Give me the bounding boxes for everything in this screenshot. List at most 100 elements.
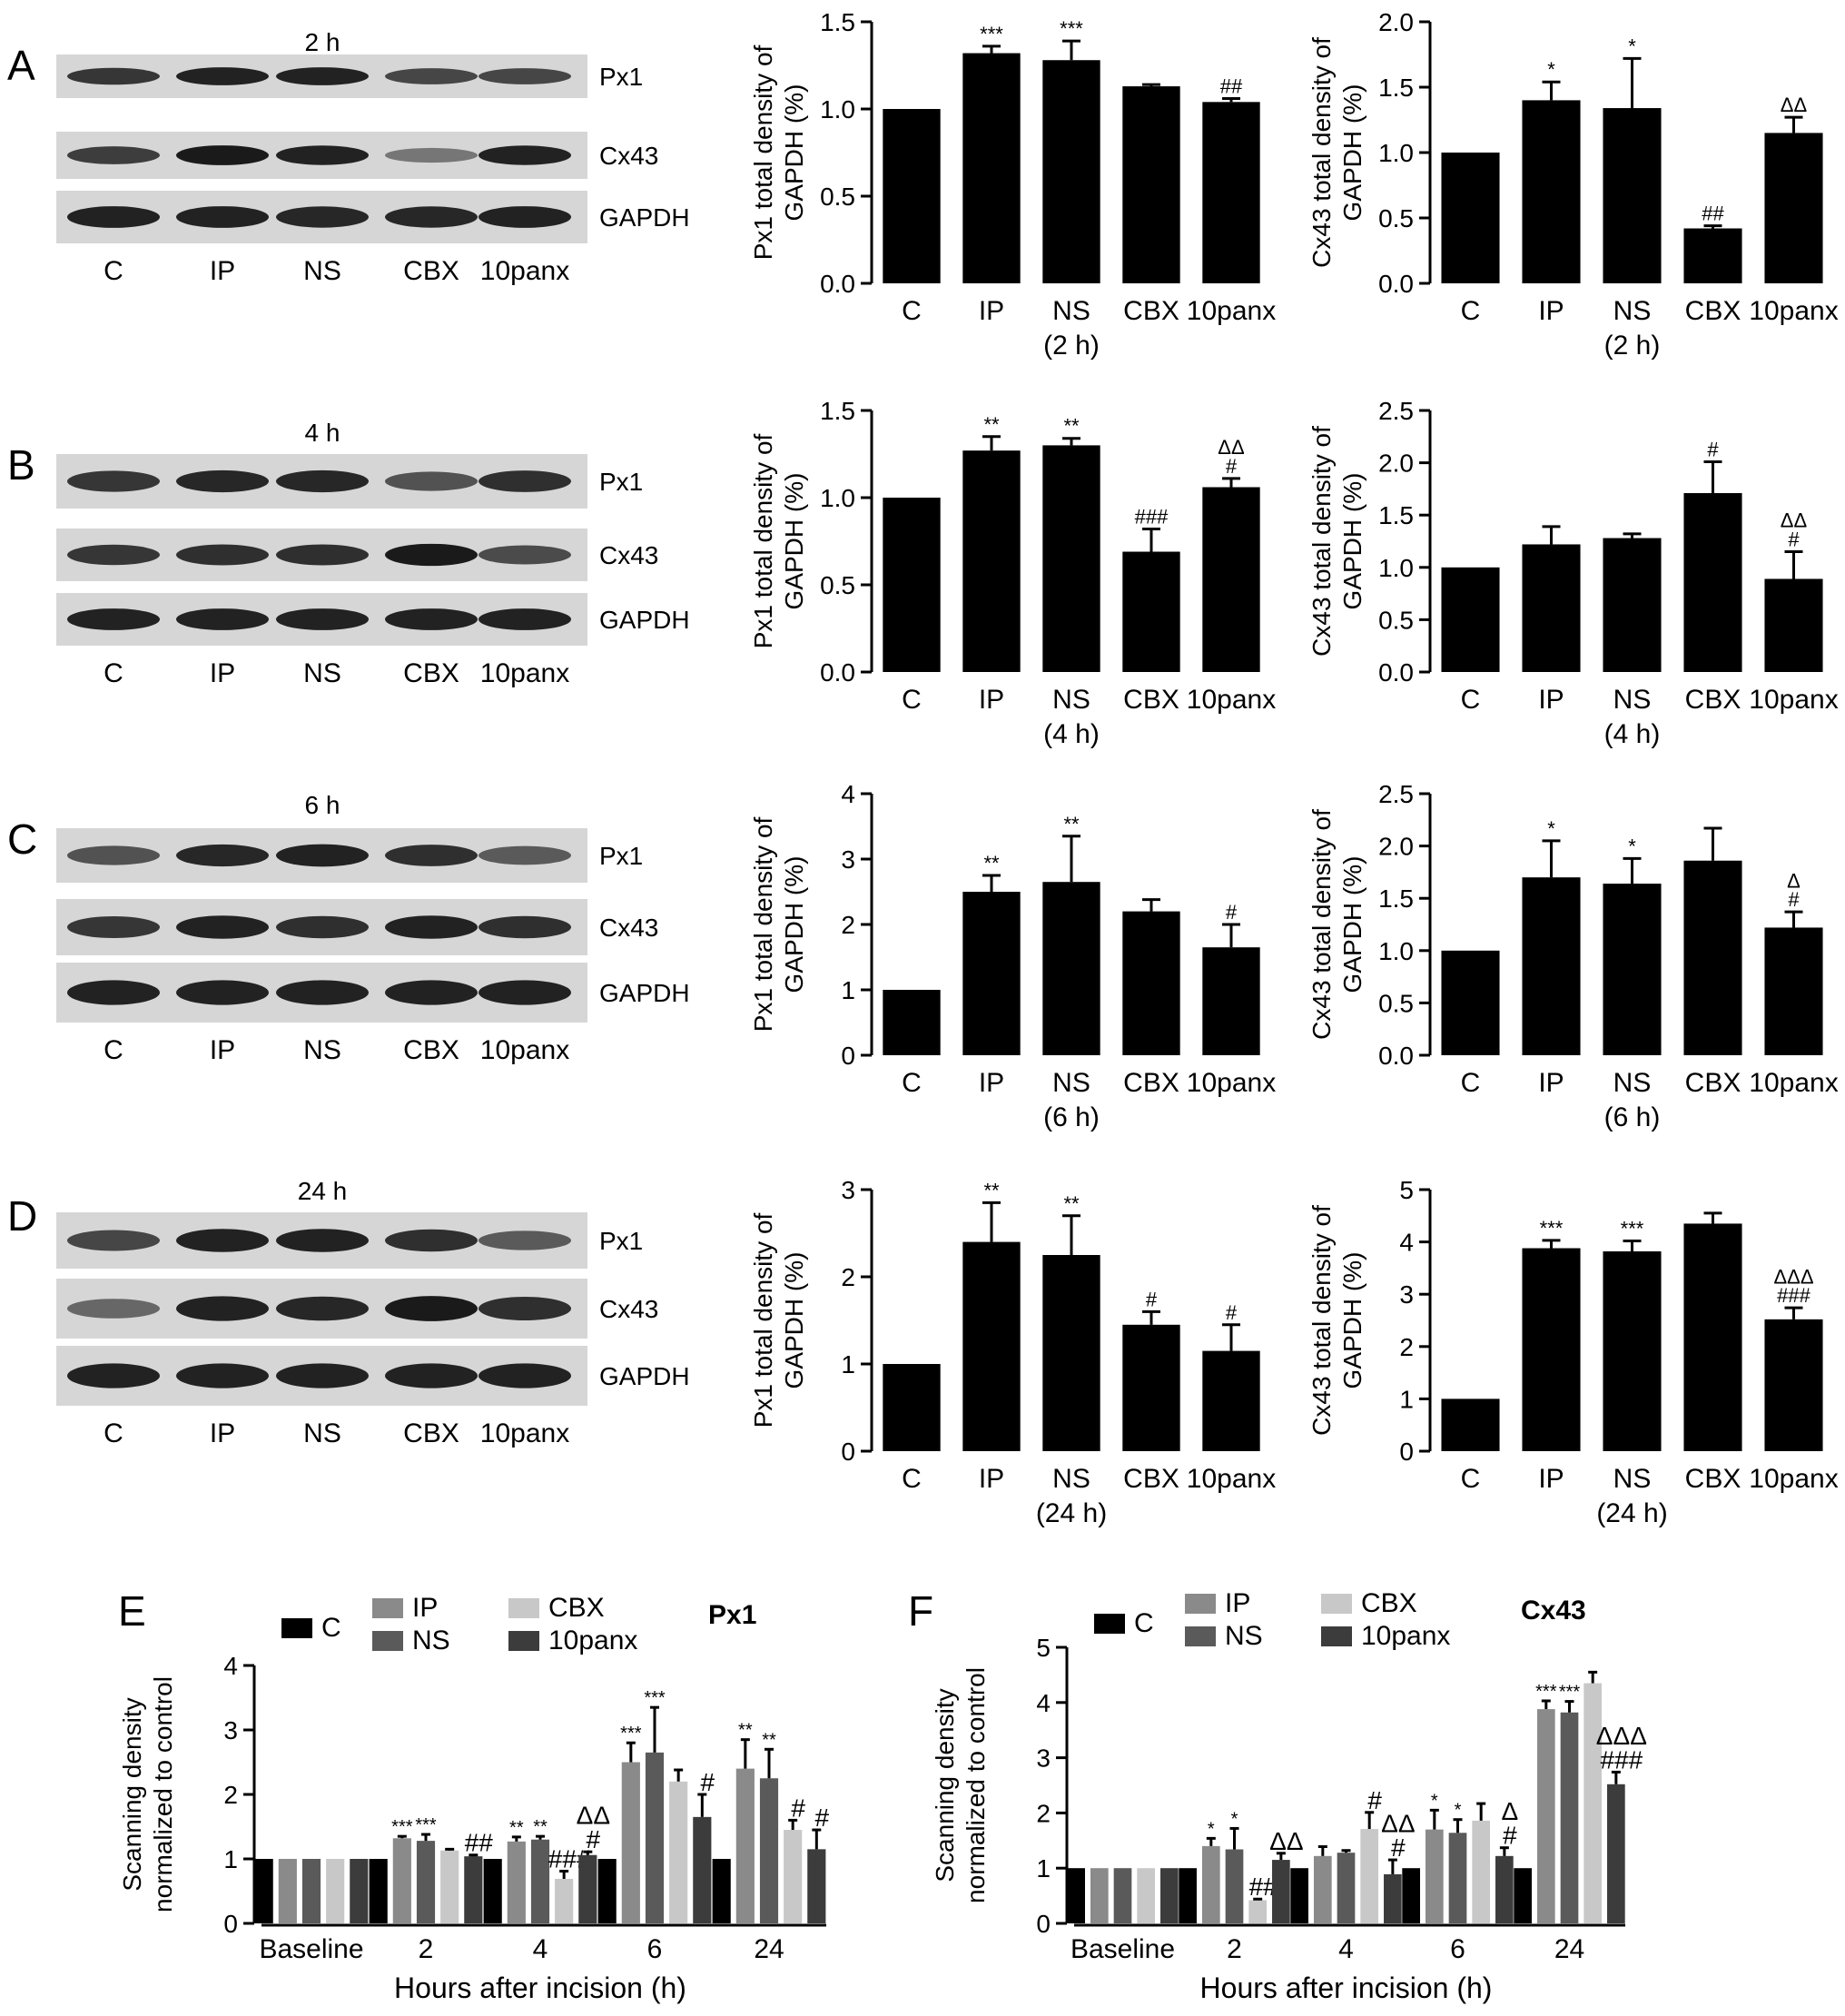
x-tick-label: NS xyxy=(1052,1464,1090,1494)
legend-label: C xyxy=(1134,1608,1154,1638)
significance-annotation: ΔΔ # xyxy=(1218,436,1245,478)
blot-band xyxy=(385,147,478,163)
bar xyxy=(1495,1855,1514,1923)
chart-a-px1: 0.0 0.5 1.0 1.5 Px1 total density of GAPDH (%… xyxy=(749,8,1276,361)
blot-band xyxy=(176,145,269,165)
x-tick-label: IP xyxy=(1538,1068,1564,1098)
blot-band xyxy=(479,206,571,228)
blot-lane-label: CBX xyxy=(403,1418,459,1448)
x-tick-label: 4 xyxy=(1338,1934,1354,1964)
x-tick-label: 10panx xyxy=(1187,1068,1276,1098)
legend-swatch xyxy=(1094,1614,1125,1634)
y-tick-label: 5 xyxy=(1399,1176,1414,1204)
y-tick-label: 1.0 xyxy=(1378,139,1414,167)
x-tick-label: NS xyxy=(1613,1464,1652,1494)
bar xyxy=(883,990,941,1055)
bar xyxy=(1683,860,1742,1055)
legend-swatch xyxy=(508,1631,539,1651)
bar xyxy=(1441,153,1500,283)
y-tick-label: 1.0 xyxy=(1378,554,1414,582)
blot-band xyxy=(276,67,369,85)
blot-band xyxy=(479,980,571,1005)
y-tick-label: 2.5 xyxy=(1378,397,1414,425)
bar xyxy=(1472,1820,1491,1923)
legend-swatch xyxy=(372,1598,403,1618)
bar xyxy=(962,53,1021,284)
blot-0: 2 h Px1 Cx43 GAPDH C IP NS CBX 10panx xyxy=(56,28,690,286)
bar xyxy=(1290,1868,1308,1923)
blot-band xyxy=(479,545,571,565)
bar xyxy=(326,1859,345,1923)
blot-band xyxy=(176,67,269,85)
significance-annotation: Δ # xyxy=(1502,1797,1519,1850)
blot-3: 24 h Px1 Cx43 GAPDH C IP NS CBX 10panx xyxy=(56,1177,690,1448)
blot-band xyxy=(67,67,160,85)
bar xyxy=(962,1241,1021,1451)
bar xyxy=(1603,1250,1662,1451)
bar xyxy=(1202,1350,1260,1451)
chart-b-cx43: 0.0 0.5 1.0 1.5 2.0 2.5 Cx43 total density of G… xyxy=(1307,397,1839,749)
y-tick-label: 1.0 xyxy=(1378,937,1414,965)
significance-annotation: ΔΔ # xyxy=(1381,1809,1415,1862)
x-tick-label: CBX xyxy=(1685,685,1741,715)
x-tick-label: 10panx xyxy=(1187,685,1276,715)
x-tick-label: 10panx xyxy=(1749,685,1838,715)
blot-band xyxy=(176,980,269,1005)
significance-annotation: ΔΔ xyxy=(1781,94,1808,116)
blot-band xyxy=(385,608,478,630)
bar xyxy=(784,1830,803,1923)
y-tick-label: 1.5 xyxy=(1378,501,1414,529)
significance-annotation: ΔΔ # xyxy=(1781,509,1808,551)
y-tick-label: 2 xyxy=(841,1263,855,1291)
bar xyxy=(1522,877,1581,1055)
bar xyxy=(1764,927,1823,1055)
bar xyxy=(712,1859,731,1923)
blot-band xyxy=(67,608,160,630)
y-axis-label: Cx43 total density of xyxy=(1307,1205,1336,1436)
bar xyxy=(1360,1829,1379,1923)
x-tick-label: C xyxy=(902,1068,922,1098)
significance-annotation: ** xyxy=(533,1817,548,1837)
blot-band xyxy=(67,470,160,492)
x-tick-label: NS xyxy=(1052,1068,1090,1098)
bar xyxy=(1160,1868,1179,1923)
y-tick-label: 1 xyxy=(1036,1854,1051,1883)
blot-band xyxy=(385,1296,478,1321)
bar xyxy=(1042,60,1100,284)
blot-lane-label: IP xyxy=(210,658,235,688)
blot-2: 6 h Px1 Cx43 GAPDH C IP NS CBX 10panx xyxy=(56,791,690,1065)
bar xyxy=(735,1768,755,1923)
significance-annotation: * xyxy=(1455,1801,1462,1821)
legend-swatch xyxy=(281,1618,312,1638)
significance-annotation: # xyxy=(701,1768,715,1796)
bar xyxy=(578,1854,597,1923)
bar xyxy=(1425,1829,1444,1923)
blot-row-label: Cx43 xyxy=(599,1295,658,1323)
panel-letter-c: C xyxy=(7,815,37,863)
bar xyxy=(1042,445,1100,672)
x-tick-label: CBX xyxy=(1685,1464,1741,1494)
blot-lane-label: IP xyxy=(210,1418,235,1448)
y-axis-label: Scanning density xyxy=(118,1697,146,1891)
bar xyxy=(1764,578,1823,672)
x-tick-label: C xyxy=(902,296,922,326)
x-tick-label: CBX xyxy=(1685,1068,1741,1098)
y-tick-label: 0.5 xyxy=(1378,606,1414,634)
significance-annotation: *** xyxy=(1621,1217,1644,1240)
y-tick-label: 0 xyxy=(1399,1438,1414,1466)
blot-band xyxy=(385,1363,478,1388)
blot-band xyxy=(385,980,478,1005)
blot-band xyxy=(479,915,571,939)
significance-annotation: * xyxy=(1628,835,1636,857)
y-axis-label: Px1 total density of xyxy=(749,1212,777,1428)
blot-band xyxy=(276,544,369,566)
bar xyxy=(883,1364,941,1451)
bar xyxy=(1522,100,1581,284)
x-axis-label: (2 h) xyxy=(1604,331,1661,361)
significance-annotation: # xyxy=(1707,438,1719,460)
y-tick-label: 5 xyxy=(1036,1634,1051,1662)
blot-band xyxy=(276,1363,369,1388)
significance-annotation: ** xyxy=(983,413,1000,436)
significance-annotation: ** xyxy=(983,852,1000,875)
